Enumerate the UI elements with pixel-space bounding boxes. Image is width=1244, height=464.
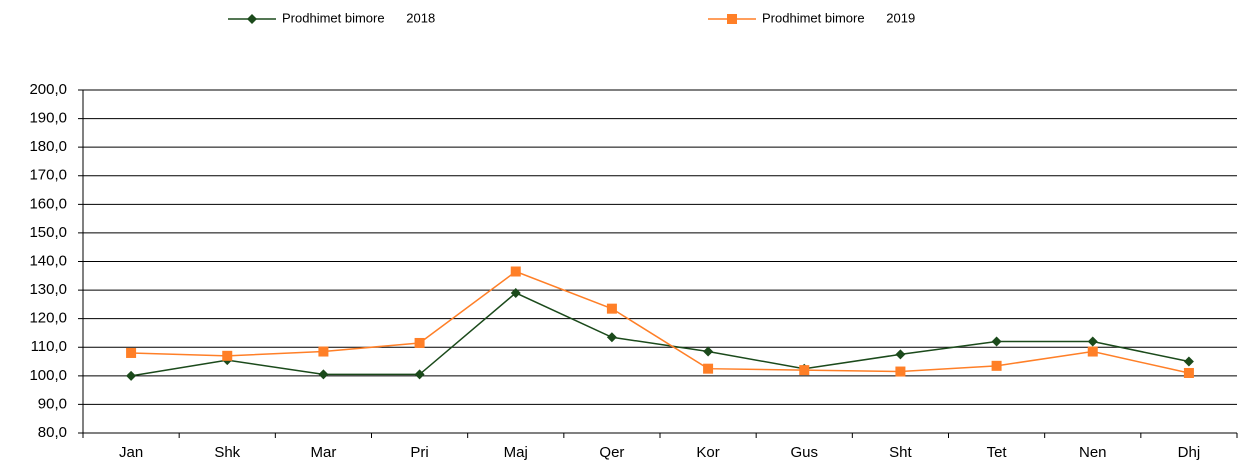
y-tick-label: 90,0 — [38, 395, 67, 412]
y-tick-label: 130,0 — [29, 281, 67, 298]
marker — [895, 349, 906, 360]
series-line — [130, 292, 1190, 377]
marker — [1183, 356, 1194, 367]
y-tick-label: 150,0 — [29, 224, 67, 241]
legend-label: Prodhimet bimore 2018 — [282, 10, 435, 25]
x-tick-label: Tet — [987, 444, 1008, 461]
marker — [222, 350, 233, 361]
marker — [247, 14, 257, 24]
y-tick-label: 190,0 — [29, 110, 67, 127]
x-tick-label: Pri — [410, 444, 428, 461]
y-tick-label: 120,0 — [29, 310, 67, 327]
legend-label: Prodhimet bimore 2019 — [762, 10, 915, 25]
marker — [799, 365, 810, 376]
x-tick-label: Jan — [119, 444, 143, 461]
marker — [1087, 336, 1098, 347]
x-tick-label: Dhj — [1178, 444, 1201, 461]
x-tick-label: Sht — [889, 444, 912, 461]
x-tick-label: Mar — [310, 444, 336, 461]
marker — [991, 360, 1002, 371]
x-tick-label: Shk — [214, 444, 240, 461]
marker — [414, 369, 425, 380]
y-tick-label: 110,0 — [31, 338, 67, 355]
y-tick-label: 200,0 — [29, 81, 67, 98]
y-tick-label: 100,0 — [29, 367, 67, 384]
marker — [126, 370, 137, 381]
marker — [414, 337, 425, 348]
marker — [318, 346, 329, 357]
marker — [606, 303, 617, 314]
series-line — [131, 270, 1190, 374]
x-tick-label: Maj — [504, 444, 528, 461]
y-tick-label: 160,0 — [29, 195, 67, 212]
marker — [510, 287, 521, 298]
marker — [1183, 367, 1194, 378]
marker — [1087, 346, 1098, 357]
marker — [126, 347, 137, 358]
marker — [318, 369, 329, 380]
x-tick-label: Qer — [599, 444, 624, 461]
marker — [606, 332, 617, 343]
y-tick-label: 80,0 — [38, 424, 67, 441]
marker — [895, 366, 906, 377]
x-tick-label: Nen — [1079, 444, 1107, 461]
y-tick-label: 170,0 — [29, 167, 67, 184]
marker — [727, 14, 737, 24]
y-tick-label: 180,0 — [29, 138, 67, 155]
marker — [991, 336, 1002, 347]
marker — [703, 346, 714, 357]
y-tick-label: 140,0 — [29, 252, 67, 269]
x-tick-label: Gus — [790, 444, 818, 461]
x-tick-label: Kor — [696, 444, 719, 461]
marker — [510, 266, 521, 277]
marker — [703, 363, 714, 374]
